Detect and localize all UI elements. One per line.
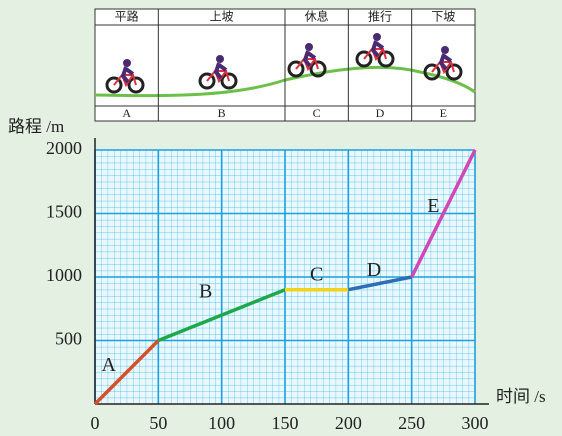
- line-segment: [347, 275, 413, 292]
- stage-header: 平路: [115, 9, 139, 24]
- y-tick-label: 1500: [46, 202, 82, 222]
- x-tick-label: 100: [208, 413, 235, 433]
- stage-label: D: [376, 106, 385, 120]
- x-tick-label: 0: [91, 413, 100, 433]
- segment-label: C: [310, 263, 323, 285]
- line-segment: [93, 339, 160, 406]
- stage-strip: 平路 A 上坡 B 休息 C 推行 D 下坡 E: [94, 8, 476, 122]
- stage-header: 休息: [305, 9, 329, 24]
- x-tick-label: 50: [149, 413, 167, 433]
- y-tick-label: 1000: [46, 265, 82, 285]
- x-tick-label: 300: [462, 413, 489, 433]
- stage-header: 上坡: [210, 10, 234, 24]
- stage-label: B: [218, 106, 226, 120]
- y-tick-label: 500: [55, 329, 82, 349]
- segment-label: A: [101, 354, 116, 376]
- stage-label: C: [313, 106, 321, 120]
- line-segment: [410, 149, 477, 278]
- line-segment: [157, 288, 286, 343]
- stage-header: 推行: [368, 10, 392, 24]
- x-axis-label: 时间 /s: [496, 387, 546, 406]
- segment-label: B: [199, 281, 212, 303]
- stage-label: E: [440, 106, 447, 120]
- x-tick-label: 150: [272, 413, 299, 433]
- segment-label: E: [427, 195, 439, 217]
- y-tick-label: 2000: [46, 138, 82, 158]
- hill: [94, 65, 476, 98]
- y-axis-label: 路程 /m: [8, 117, 64, 136]
- stage-header: 下坡: [431, 10, 455, 24]
- x-tick-label: 200: [335, 413, 362, 433]
- x-tick-label: 250: [398, 413, 425, 433]
- stage-label: A: [122, 106, 131, 120]
- segment-label: D: [367, 259, 381, 281]
